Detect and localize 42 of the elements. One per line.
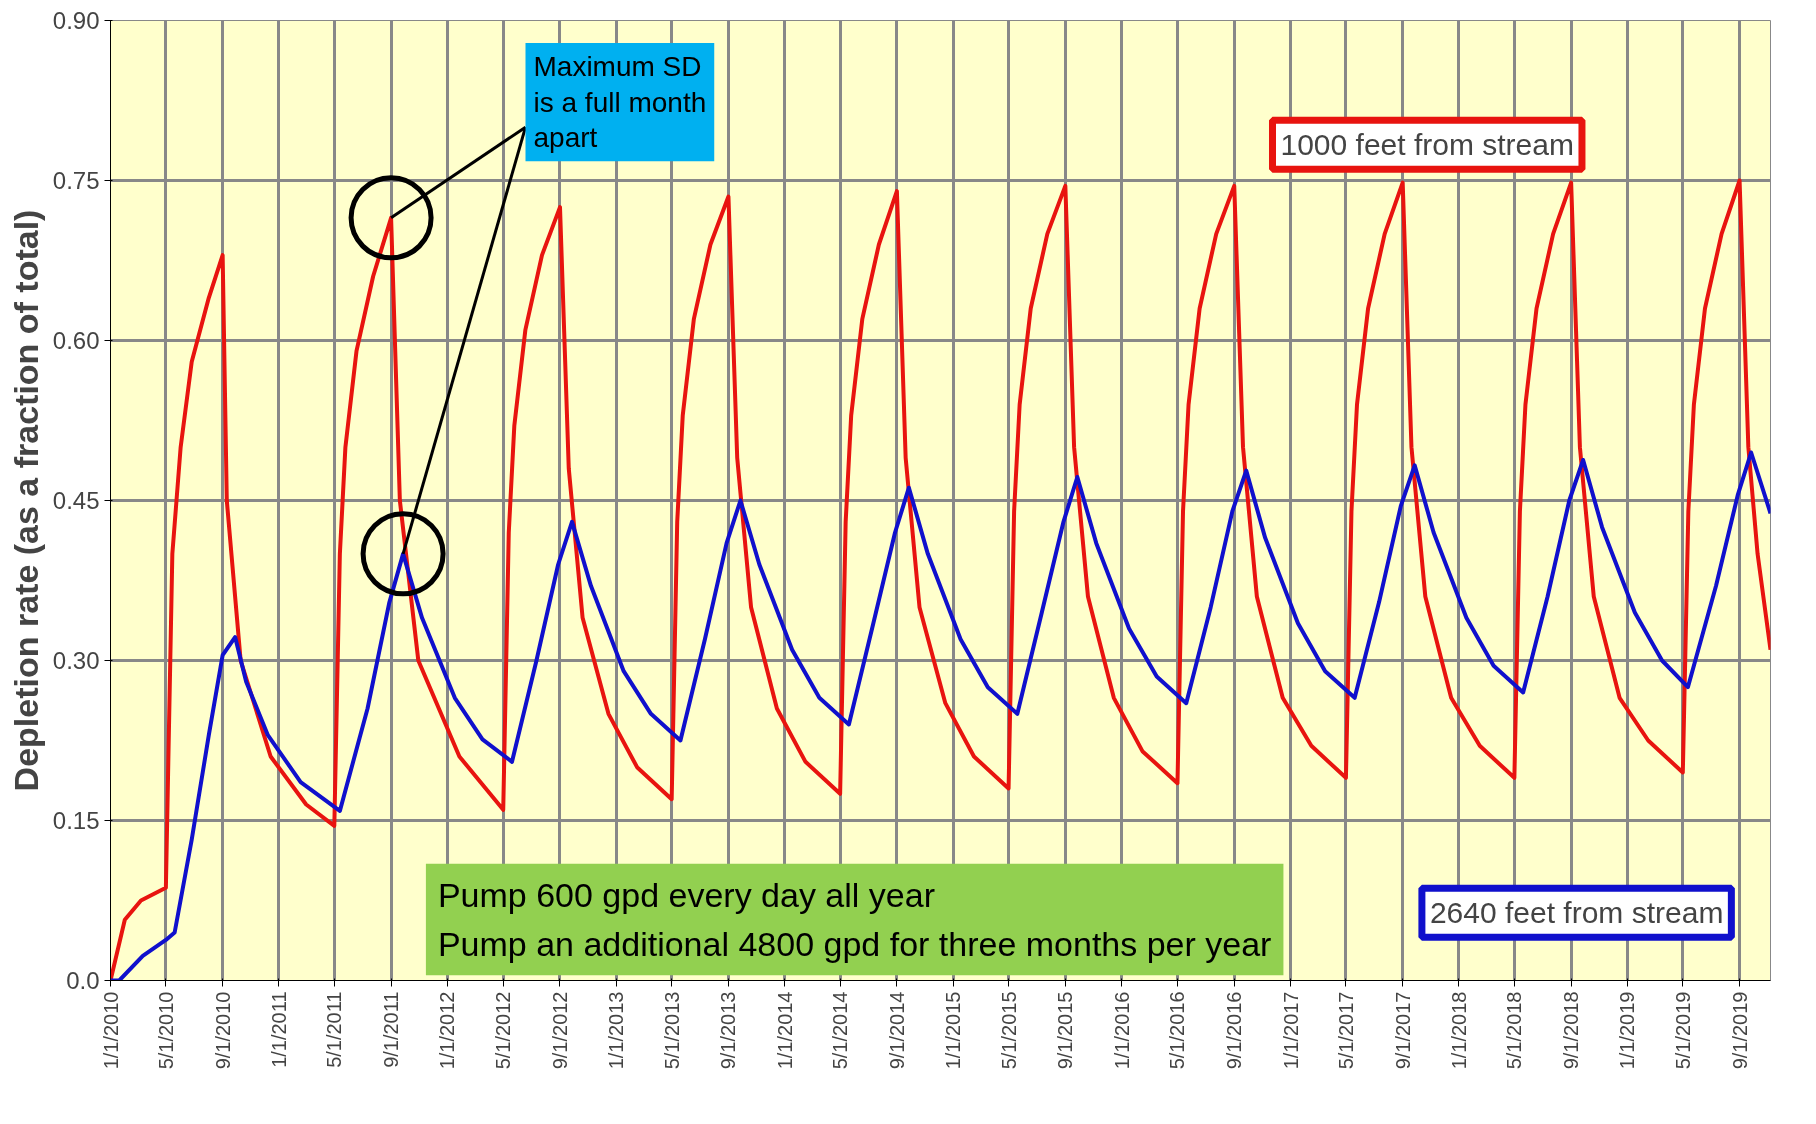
text: 2640 feet from stream	[1429, 896, 1724, 930]
x-tick-label: 5/1/2018	[1503, 991, 1526, 1070]
y-tick-label: 0.90	[52, 7, 100, 34]
x-tick-label: 5/1/2013	[660, 991, 683, 1070]
x-tick-label: 5/1/2012	[492, 991, 515, 1070]
series-label: 1000 feet from stream	[1280, 128, 1574, 162]
x-tick-label: 9/1/2014	[885, 991, 908, 1070]
x-tick-label: 1/1/2014	[773, 991, 796, 1070]
x-tick-label: 5/1/2019	[1671, 991, 1694, 1070]
x-tick-label: 1/1/2018	[1447, 991, 1470, 1070]
x-tick-label: 9/1/2019	[1728, 991, 1751, 1070]
x-tick-label: 5/1/2011	[323, 991, 346, 1068]
x-tick-label: 9/1/2013	[717, 991, 740, 1070]
x-tick-label: 1/1/2019	[1616, 991, 1639, 1070]
annotation: Pump 600 gpd every day all year Pump an additional 4800 gpd for three months per year	[437, 875, 1272, 964]
x-tick-label: 5/1/2015	[997, 991, 1020, 1070]
x-tick-label: 1/1/2016	[1110, 991, 1133, 1070]
x-tick-label: 9/1/2012	[549, 991, 571, 1070]
x-tick-label: 5/1/2010	[154, 991, 177, 1070]
x-tick-label: 1/1/2017	[1279, 991, 1302, 1070]
x-tick-label: 1/1/2015	[942, 991, 965, 1070]
x-tick-label: 9/1/2018	[1560, 991, 1583, 1070]
x-tick-label: 1/1/2011	[267, 991, 290, 1068]
y-tick-label: 0.45	[52, 487, 100, 514]
x-tick-label: 1/1/2010	[99, 991, 122, 1070]
x-tick-label: 9/1/2016	[1223, 991, 1246, 1070]
x-tick-label: 5/1/2017	[1334, 991, 1357, 1070]
x-tick-label: 9/1/2015	[1054, 991, 1077, 1070]
y-tick-label: 0.30	[52, 647, 100, 674]
x-tick-label: 5/1/2014	[829, 991, 852, 1070]
y-axis-title: Depletion rate (as a fraction of total)	[6, 209, 45, 792]
y-tick-label: 0.15	[52, 807, 100, 834]
x-tick-label: 5/1/2016	[1166, 991, 1189, 1070]
x-tick-label: 1/1/2012	[436, 991, 459, 1070]
y-tick-label: 0.0	[66, 967, 100, 994]
x-tick-label: 9/1/2017	[1391, 991, 1414, 1070]
y-tick-label: 0.60	[52, 327, 100, 354]
y-tick-label: 0.75	[52, 167, 100, 194]
annotation: Maximum SD is a full month apart	[533, 51, 707, 154]
x-tick-label: 9/1/2010	[211, 991, 234, 1070]
x-tick-label: 1/1/2013	[605, 991, 628, 1070]
x-tick-label: 9/1/2011	[380, 991, 403, 1068]
